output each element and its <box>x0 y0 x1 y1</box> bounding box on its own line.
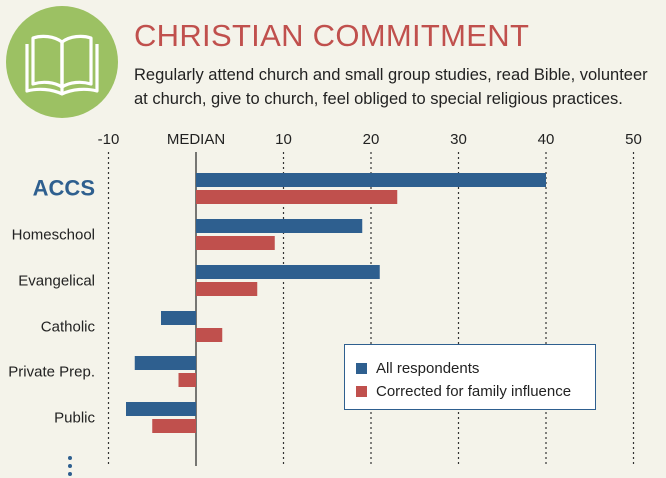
category-label: Catholic <box>41 319 96 336</box>
x-tick-label: 40 <box>538 131 555 148</box>
legend: All respondents Corrected for family inf… <box>344 344 596 410</box>
open-book-icon <box>25 34 99 96</box>
bar-all-respondents <box>196 265 380 279</box>
x-tick-label: 50 <box>625 131 642 148</box>
median-label: MEDIAN <box>167 131 225 148</box>
bar-corrected <box>196 236 275 250</box>
bar-corrected <box>178 373 196 387</box>
chart-title: CHRISTIAN COMMITMENT <box>134 18 530 53</box>
x-tick-label: 30 <box>450 131 467 148</box>
legend-swatch-all <box>356 363 367 374</box>
category-label: Homeschool <box>12 227 95 244</box>
continuation-dot <box>68 464 72 468</box>
bar-all-respondents <box>196 219 363 233</box>
category-label: ACCS <box>33 176 95 201</box>
bar-corrected <box>196 328 223 342</box>
category-label: Public <box>54 410 95 427</box>
bar-all-respondents <box>126 402 196 416</box>
legend-label-all: All respondents <box>376 360 480 377</box>
continuation-dot <box>68 456 72 460</box>
bar-corrected <box>196 282 258 296</box>
x-tick-label: -10 <box>98 131 120 148</box>
title-badge <box>6 6 118 118</box>
bar-corrected <box>152 419 196 433</box>
legend-item: Corrected for family influence <box>356 380 595 403</box>
legend-swatch-corrected <box>356 386 367 397</box>
legend-label-corrected: Corrected for family influence <box>376 383 572 400</box>
continuation-dot <box>68 472 72 476</box>
x-tick-label: 10 <box>275 131 292 148</box>
bar-all-respondents <box>161 311 196 325</box>
chart-subtitle: Regularly attend church and small group … <box>134 66 648 108</box>
bar-all-respondents <box>134 356 196 370</box>
category-label: Private Prep. <box>8 364 95 381</box>
category-label: Evangelical <box>18 273 95 290</box>
bar-corrected <box>196 190 398 204</box>
bar-all-respondents <box>196 173 546 187</box>
x-tick-label: 20 <box>363 131 380 148</box>
legend-item: All respondents <box>356 357 595 380</box>
